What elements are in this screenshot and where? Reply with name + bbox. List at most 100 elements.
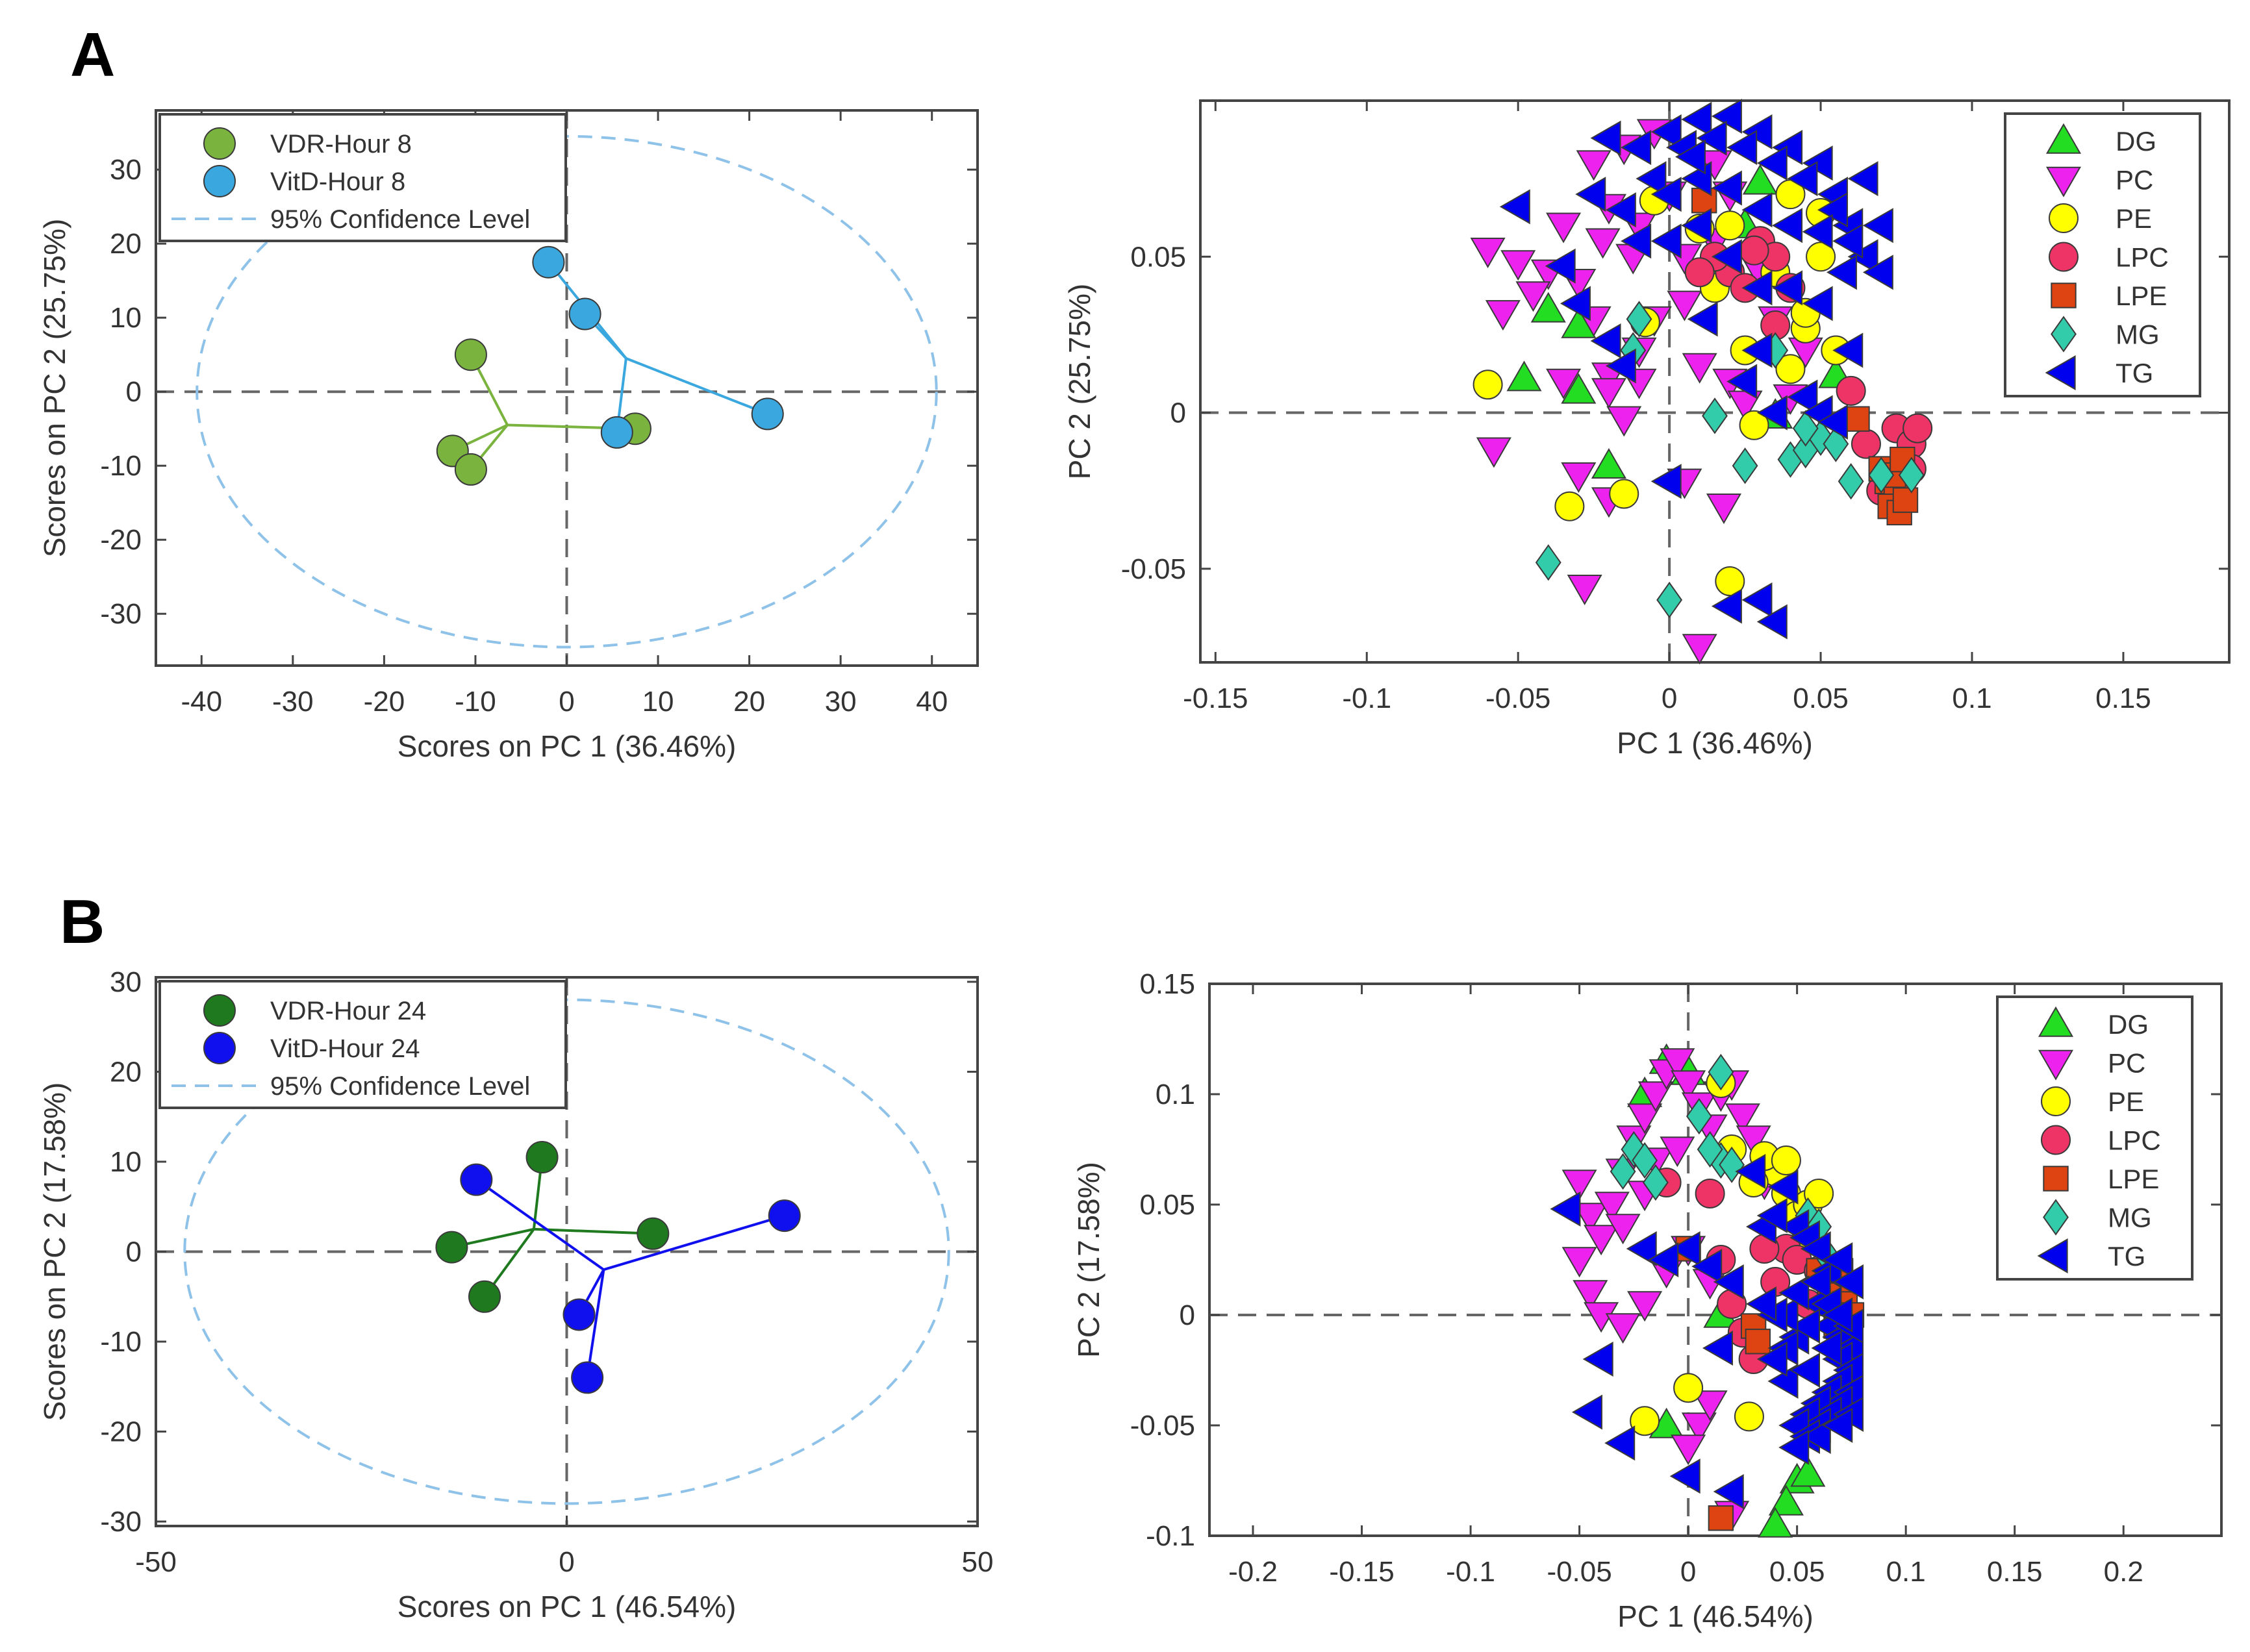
x-tick-label: -40: [181, 686, 222, 718]
data-point: [1711, 170, 1742, 206]
y-axis-label: PC 2 (17.58%): [1072, 1162, 1106, 1358]
data-point: [1627, 1103, 1663, 1134]
legend-label: MG: [2116, 319, 2160, 350]
data-point: [1671, 1434, 1706, 1466]
panel-label-a: A: [70, 20, 116, 90]
data-point: [1650, 223, 1682, 259]
data-point: [1789, 1308, 1820, 1344]
data-point: [1868, 457, 1895, 494]
y-tick-label: 0.1: [1156, 1079, 1195, 1110]
data-point: [1838, 463, 1864, 500]
data-point: [562, 1298, 596, 1331]
x-axis-label: PC 1 (46.54%): [1617, 1599, 1814, 1633]
data-point: [1636, 161, 1667, 197]
data-point: [1862, 208, 1893, 244]
x-tick-label: 0.15: [1987, 1556, 2043, 1588]
data-point: [1584, 1225, 1619, 1256]
legend-label: TG: [2108, 1241, 2145, 1271]
legend-label: VDR-Hour 8: [270, 130, 412, 158]
data-point: [1561, 462, 1597, 493]
data-point: [1684, 257, 1715, 288]
y-axis-label: PC 2 (25.75%): [1063, 284, 1096, 480]
data-point: [1702, 397, 1728, 434]
data-point: [1862, 255, 1893, 290]
data-point: [1767, 1169, 1799, 1205]
y-tick-label: -10: [100, 1326, 142, 1358]
legend-label: LPE: [2108, 1164, 2159, 1194]
data-point: [1736, 1125, 1771, 1157]
data-point: [1790, 1456, 1826, 1487]
data-point: [1650, 177, 1682, 212]
data-point: [1470, 237, 1506, 268]
x-tick-label: 0.05: [1769, 1556, 1825, 1588]
y-tick-label: 0.15: [1139, 968, 1195, 1000]
legend: DG PC PE LPC LPE MG TG: [2004, 112, 2201, 397]
x-tick-label: -0.15: [1329, 1556, 1394, 1588]
data-point: [1561, 1247, 1597, 1278]
centroid-link: [586, 1269, 605, 1378]
data-point: [435, 1231, 468, 1264]
x-tick-label: 10: [642, 686, 674, 718]
x-tick-label: 0: [1662, 682, 1677, 714]
data-point: [1642, 1164, 1669, 1201]
y-tick-label: 20: [110, 228, 142, 260]
legend-label: LPC: [2116, 242, 2169, 273]
x-tick-label: 20: [733, 686, 765, 718]
class-tg: [1550, 1153, 1864, 1510]
x-tick-label: -20: [364, 686, 405, 718]
data-point: [1713, 1264, 1744, 1300]
data-point: [1648, 1242, 1679, 1278]
data-point: [532, 245, 565, 279]
legend-marker: [2041, 1125, 2071, 1155]
data-point: [1832, 223, 1864, 259]
data-point: [1800, 1231, 1831, 1267]
data-point: [1590, 120, 1621, 156]
data-point: [1778, 1429, 1810, 1466]
data-point: [1546, 212, 1582, 244]
data-point: [1621, 130, 1652, 166]
data-point: [1822, 1407, 1853, 1444]
y-tick-label: -0.05: [1121, 553, 1186, 585]
legend-label: VitD-Hour 24: [270, 1034, 420, 1063]
x-tick-label: -0.15: [1183, 682, 1248, 714]
x-axis-label: Scores on PC 1 (36.46%): [398, 729, 737, 763]
data-point: [1571, 1394, 1602, 1430]
data-point: [1605, 192, 1636, 228]
legend-marker: [2037, 1238, 2068, 1274]
data-point: [1671, 1070, 1706, 1101]
data-point: [454, 338, 487, 371]
data-point: [1772, 270, 1803, 306]
legend-label: PE: [2108, 1086, 2144, 1117]
data-point: [1573, 1203, 1608, 1234]
legend-marker: [2049, 203, 2079, 233]
data-point: [1756, 395, 1788, 431]
data-point: [1506, 360, 1542, 392]
legend-label: LPC: [2108, 1125, 2161, 1156]
data-point: [1817, 192, 1848, 228]
data-point: [1711, 588, 1742, 624]
series-vitd-hour-8: [532, 245, 784, 449]
data-point: [1741, 332, 1773, 368]
y-tick-label: -20: [100, 1416, 142, 1448]
y-tick-label: 30: [110, 154, 142, 186]
data-point: [1546, 368, 1582, 399]
legend-label: MG: [2108, 1203, 2152, 1233]
data-point: [1594, 1192, 1630, 1223]
data-point: [1500, 250, 1536, 281]
data-point: [1713, 1473, 1744, 1510]
data-point: [1610, 1153, 1636, 1190]
legend-marker: [2045, 123, 2082, 154]
data-point: [1585, 228, 1621, 259]
data-point: [1687, 301, 1718, 337]
x-tick-label: 0: [1680, 1556, 1696, 1588]
x-tick-label: -10: [455, 686, 496, 718]
legend-label: TG: [2116, 358, 2153, 388]
data-point: [1741, 114, 1773, 150]
legend-box: [2004, 112, 2201, 397]
data-point: [1606, 406, 1642, 437]
data-point: [1605, 348, 1636, 384]
data-point: [1669, 1458, 1700, 1494]
legend: DG PC PE LPC LPE MG TG: [1996, 995, 2193, 1281]
data-point: [1561, 373, 1597, 404]
data-point: [1621, 223, 1652, 259]
